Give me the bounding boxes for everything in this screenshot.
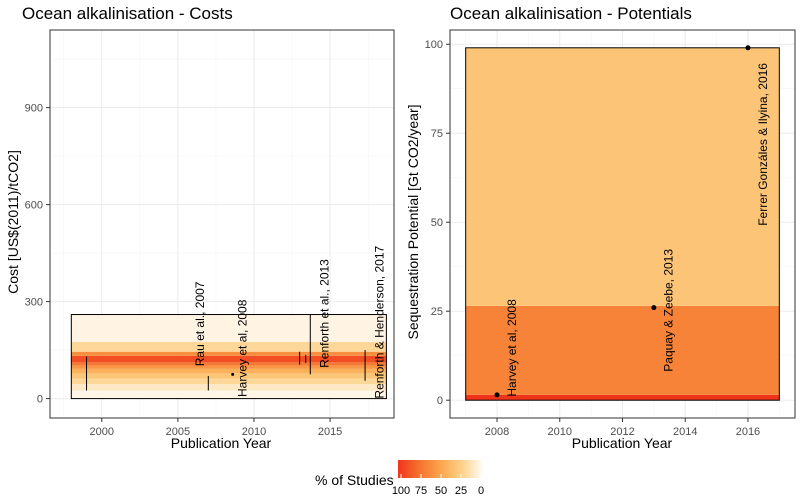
legend-label: 0 (478, 485, 484, 497)
costs-density-band (71, 342, 387, 352)
costs-title: Ocean alkalinisation - Costs (22, 4, 233, 23)
potentials-y-tick-label: 100 (425, 39, 443, 51)
costs-density-band (71, 384, 387, 391)
costs-ylabel: Cost [US$(2011)/tCO2] (5, 150, 21, 294)
costs-x-tick-label: 2015 (318, 426, 342, 438)
potentials-range-box (465, 47, 780, 401)
legend-title: % of Studies (315, 472, 394, 488)
potentials-annotation: Harvey et al, 2008 (505, 299, 519, 397)
costs-annotation: Renforth et al., 2013 (318, 259, 332, 368)
costs-chart: Rau et al., 2007 Harvey et al, 2008 Renfor… (5, 4, 395, 451)
potentials-x-tick-label: 2008 (485, 426, 509, 438)
costs-density-band (71, 365, 387, 369)
potentials-density-band (465, 394, 780, 401)
costs-density-band (71, 355, 387, 363)
legend-label: 100 (392, 485, 410, 497)
costs-x-tick-label: 2000 (90, 426, 114, 438)
costs-x-tick-label: 2005 (166, 426, 190, 438)
legend-label: 25 (455, 485, 467, 497)
potentials-x-tick-label: 2010 (548, 426, 572, 438)
costs-y-tick-label: 300 (25, 297, 43, 309)
potentials-annotation: Paquay & Zeebe, 2013 (662, 249, 676, 372)
potentials-y-tick-label: 0 (437, 395, 443, 407)
costs-annotation: Renforth & Henderson, 2017 (372, 246, 386, 399)
potentials-chart: Harvey et al, 2008 Paquay & Zeebe, 2013 Fe… (405, 4, 796, 451)
costs-data-point (231, 372, 235, 376)
costs-density-band (71, 378, 387, 385)
costs-density-band (71, 373, 387, 379)
costs-range-box (70, 314, 387, 400)
potentials-y-tick-label: 25 (431, 306, 443, 318)
potentials-y-tick-label: 75 (431, 128, 443, 140)
costs-panel-border (49, 29, 395, 419)
costs-y-tick-label: 600 (25, 200, 43, 212)
costs-xlabel: Publication Year (171, 435, 272, 451)
legend-label: 75 (415, 485, 427, 497)
potentials-data-point (745, 45, 751, 51)
potentials-title: Ocean alkalinisation - Potentials (450, 4, 692, 23)
costs-annotation: Harvey et al, 2008 (235, 299, 249, 397)
potentials-data-point (651, 305, 657, 311)
potentials-data-point (494, 392, 500, 398)
costs-density-band (71, 314, 387, 343)
potentials-x-tick-label: 2014 (673, 426, 697, 438)
potentials-y-tick-label: 50 (431, 217, 443, 229)
costs-annotation: Rau et al., 2007 (193, 281, 207, 366)
costs-density-band (71, 351, 387, 356)
potentials-density-band (465, 305, 780, 395)
costs-density-band (71, 362, 387, 366)
potentials-x-tick-label: 2016 (736, 426, 760, 438)
potentials-ylabel: Sequestration Potential [Gt CO2/year] (405, 104, 421, 339)
potentials-density-band (465, 47, 780, 306)
costs-x-tick-label: 2010 (242, 426, 266, 438)
costs-density-band (71, 390, 387, 399)
legend: % of Studies 100 75 50 25 0 (315, 460, 484, 497)
potentials-annotation: Ferrer Gonzáles & Ilyina, 2016 (756, 63, 770, 226)
costs-y-tick-label: 900 (25, 103, 43, 115)
potentials-x-tick-label: 2012 (610, 426, 634, 438)
legend-colorbar (398, 460, 484, 478)
legend-label: 50 (435, 485, 447, 497)
potentials-xlabel: Publication Year (572, 435, 673, 451)
costs-y-tick-label: 0 (37, 394, 43, 406)
costs-density-band (71, 368, 387, 374)
